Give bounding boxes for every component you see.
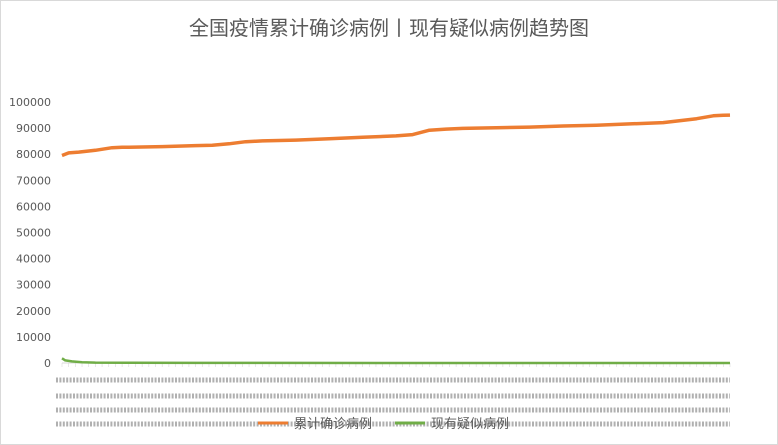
- y-tick-label: 100000: [9, 96, 51, 109]
- series-group: [61, 113, 731, 365]
- y-tick-label: 0: [44, 357, 51, 370]
- y-tick-label: 50000: [16, 227, 51, 240]
- chart-title: 全国疫情累计确诊病例丨现有疑似病例趋势图: [189, 16, 589, 40]
- y-tick-label: 40000: [16, 253, 51, 266]
- x-axis: [56, 362, 731, 427]
- series-line-1: [61, 113, 731, 158]
- y-tick-label: 30000: [16, 279, 51, 292]
- y-tick-label: 80000: [16, 148, 51, 161]
- y-tick-label: 60000: [16, 200, 51, 213]
- y-axis: 0 10000 20000 30000 40000 50000 60000 70000 8000…: [9, 96, 51, 370]
- series-line-2: [61, 357, 730, 365]
- y-tick-label: 70000: [16, 174, 51, 187]
- legend-label-2: 现有疑似病例: [431, 416, 509, 432]
- y-tick-label: 10000: [16, 331, 51, 344]
- legend: 累计确诊病例 现有疑似病例: [258, 416, 509, 432]
- legend-label-1: 累计确诊病例: [294, 417, 372, 432]
- y-tick-label: 90000: [16, 122, 51, 135]
- y-tick-label: 20000: [16, 305, 51, 318]
